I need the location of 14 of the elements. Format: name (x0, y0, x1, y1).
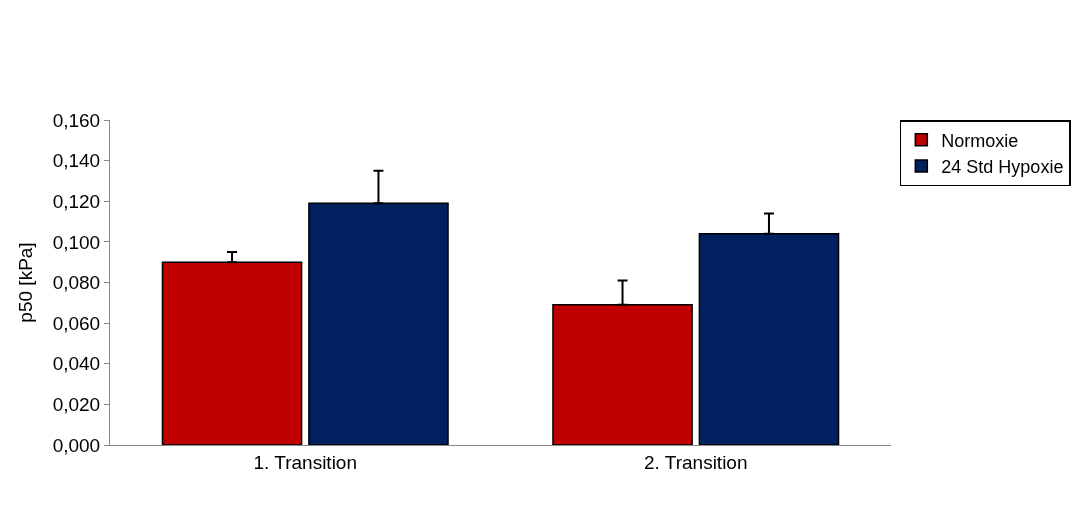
y-tick-label: 0,100 (52, 231, 101, 253)
y-tick-label: 0,000 (52, 434, 101, 456)
x-tick-label: 1. Transition (253, 451, 357, 473)
y-tick-label: 0,080 (52, 272, 101, 294)
y-tick-label: 0,020 (52, 394, 101, 416)
y-tick-label: 0,140 (52, 150, 101, 172)
y-tick-label: 0,160 (52, 109, 101, 131)
y-tick-label: 0,060 (52, 312, 101, 334)
legend-label: 24 Std Hypoxie (941, 157, 1064, 178)
y-axis-title: p50 [kPa] (14, 242, 36, 323)
legend-label: Normoxie (941, 130, 1019, 151)
x-tick-label: 2. Transition (644, 451, 748, 473)
y-tick-label: 0,040 (52, 353, 101, 375)
y-tick-label: 0,120 (52, 190, 101, 212)
